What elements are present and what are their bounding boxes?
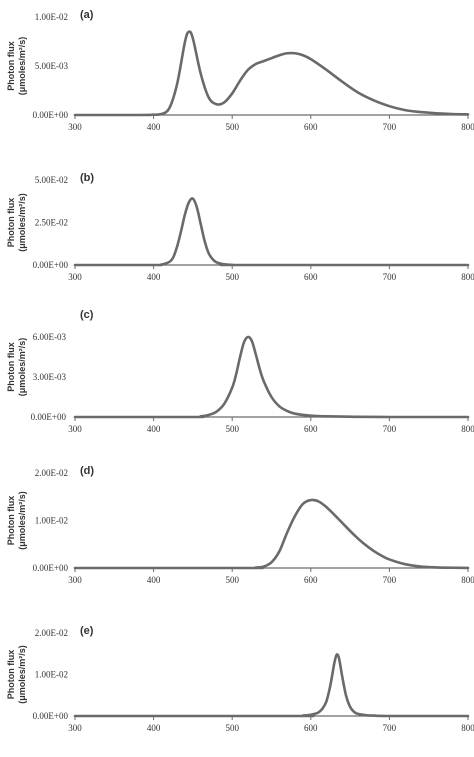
x-tick-label: 700 [383,122,397,132]
x-tick-label: 400 [147,723,161,733]
y-tick-label: 0.00E+00 [33,110,69,120]
x-tick-label: 500 [225,272,239,282]
spectrum-line [73,30,470,117]
spectrum-line [73,653,470,718]
spectrum-line [73,335,470,419]
x-tick-label: 800 [461,122,474,132]
x-tick-label: 600 [304,122,318,132]
x-tick-label: 700 [383,723,397,733]
x-tick-label: 700 [383,424,397,434]
x-tick-label: 600 [304,424,318,434]
panel-label: (b) [80,172,94,184]
y-axis-label: Photon flux [6,650,16,700]
x-tick-label: 500 [225,723,239,733]
x-tick-label: 700 [383,272,397,282]
y-axis-label: Photon flux [6,496,16,546]
panel-e: 300 400 500 600 700 800 0.00E+00 1.00E-02 2.00E-… [6,625,474,733]
x-tick-label: 400 [147,272,161,282]
x-tick-label: 800 [461,575,474,585]
panel-label: (c) [80,309,94,321]
y-axis-label: (μmoles/m²/s) [17,645,27,704]
x-tick-label: 300 [68,272,82,282]
spectrum-line [73,498,470,570]
panel-label: (d) [80,465,94,477]
y-axis-label: (μmoles/m²/s) [17,338,27,397]
y-tick-label: 2.50E-02 [35,218,68,228]
y-tick-label: 1.00E-02 [35,12,68,22]
y-tick-label: 0.00E+00 [33,260,69,270]
y-axis-label: Photon flux [6,342,16,392]
y-tick-label: 5.00E-02 [35,175,68,185]
x-tick-label: 300 [68,575,82,585]
panel-label: (a) [80,9,94,21]
y-axis-label: (μmoles/m²/s) [17,37,27,96]
x-tick-label: 700 [383,575,397,585]
x-tick-label: 300 [68,122,82,132]
x-tick-label: 800 [461,424,474,434]
x-tick-label: 400 [147,424,161,434]
y-tick-label: 2.00E-02 [35,628,68,638]
x-tick-label: 600 [304,575,318,585]
x-tick-label: 600 [304,723,318,733]
panel-a: 300 400 500 600 700 800 0.00E+00 5.00E-03 1.00E-… [6,9,474,132]
y-tick-label: 0.00E+00 [31,412,67,422]
x-tick-label: 600 [304,272,318,282]
y-axis-label: Photon flux [6,41,16,91]
panel-d: 300 400 500 600 700 800 0.00E+00 1.00E-02 2.00E-… [6,465,474,585]
y-tick-label: 6.00E-03 [33,332,67,342]
panel-c: 300 400 500 600 700 800 0.00E+00 3.00E-03 6.00E-… [6,309,474,434]
x-tick-label: 400 [147,575,161,585]
y-axis-label: Photon flux [6,198,16,248]
y-tick-label: 2.00E-02 [35,468,68,478]
y-tick-label: 5.00E-03 [35,61,69,71]
y-tick-label: 0.00E+00 [33,711,69,721]
x-tick-label: 800 [461,723,474,733]
y-tick-label: 1.00E-02 [35,516,68,526]
x-tick-label: 800 [461,272,474,282]
panel-label: (e) [80,625,94,637]
x-tick-label: 500 [225,122,239,132]
y-axis-label: (μmoles/m²/s) [17,193,27,252]
x-tick-label: 300 [68,424,82,434]
y-tick-label: 0.00E+00 [33,563,69,573]
y-tick-label: 1.00E-02 [35,670,68,680]
panel-b: 300 400 500 600 700 800 0.00E+00 2.50E-02 5.00E-… [6,172,474,282]
x-tick-label: 500 [225,424,239,434]
x-tick-label: 300 [68,723,82,733]
x-tick-label: 500 [225,575,239,585]
x-tick-label: 400 [147,122,161,132]
spectrum-line [73,197,470,267]
y-tick-label: 3.00E-03 [33,372,67,382]
y-axis-label: (μmoles/m²/s) [17,491,27,550]
